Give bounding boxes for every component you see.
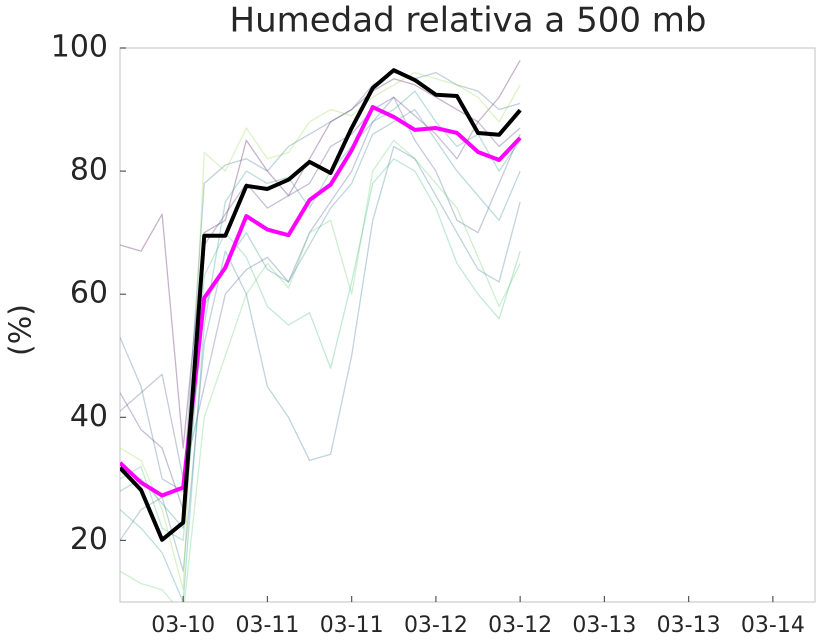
x-tick-label: 03-12 [404, 613, 468, 638]
x-tick-label: 03-14 [741, 613, 805, 638]
series-line [120, 59, 521, 449]
y-tick-label: 60 [70, 276, 108, 311]
x-tick-label: 03-12 [488, 613, 552, 638]
chart-title: Humedad relativa a 500 mb [230, 1, 707, 41]
x-tick-label: 03-11 [320, 613, 384, 638]
series-line [120, 68, 522, 542]
y-tick-label: 40 [70, 399, 108, 434]
y-axis-label: (%) [4, 304, 39, 356]
y-tick-label: 80 [70, 153, 108, 188]
series-line [120, 145, 521, 572]
series-line [120, 90, 521, 602]
plot-frame [119, 47, 816, 603]
y-tick-label: 100 [51, 30, 108, 65]
y-tick-label: 20 [70, 522, 108, 557]
x-tick-label: 03-13 [572, 613, 636, 638]
series-line [120, 96, 521, 511]
series-line [120, 71, 521, 591]
x-tick-label: 03-10 [151, 613, 215, 638]
series-line [120, 139, 521, 602]
x-tick-label: 03-13 [657, 613, 721, 638]
x-tick-label: 03-11 [235, 613, 299, 638]
lines [120, 59, 522, 602]
